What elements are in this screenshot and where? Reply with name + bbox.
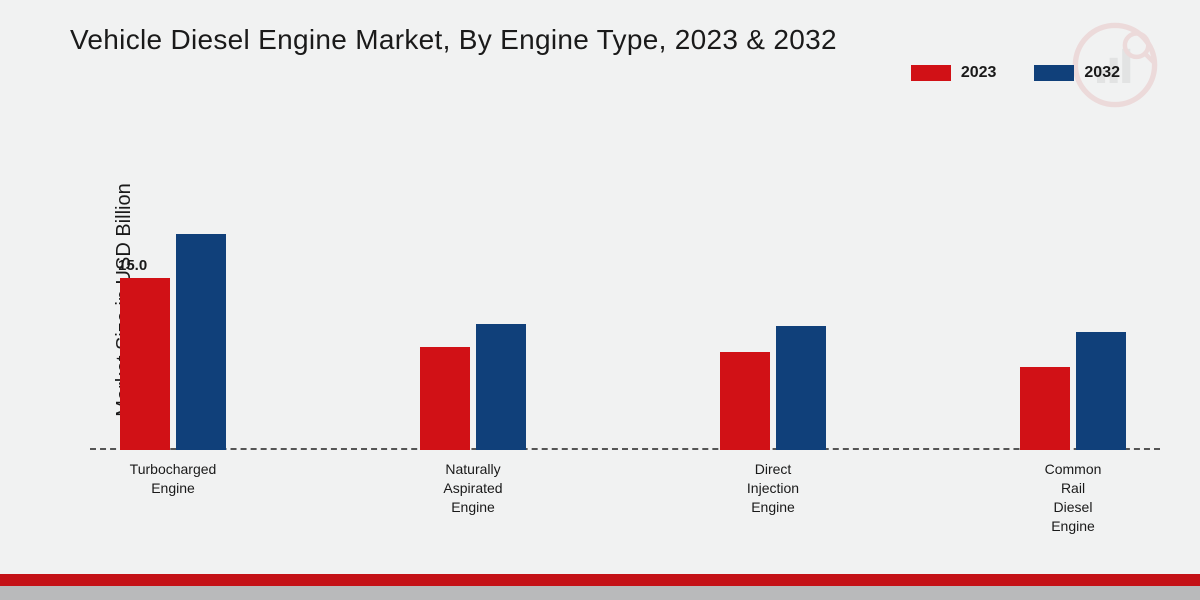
legend-label-2032: 2032 xyxy=(1084,64,1120,82)
footer-stripe-red xyxy=(0,574,1200,586)
legend: 2023 2032 xyxy=(911,64,1120,82)
x-axis-category-label: Naturally Aspirated Engine xyxy=(403,460,543,517)
legend-label-2023: 2023 xyxy=(961,64,997,82)
bar-group xyxy=(1020,332,1126,450)
plot-area: 15.0 xyxy=(90,120,1160,450)
x-axis-category-label: Common Rail Diesel Engine xyxy=(1003,460,1143,536)
bar-group xyxy=(720,326,826,450)
bar-2032 xyxy=(176,234,226,450)
x-axis-labels: Turbocharged Engine Naturally Aspirated E… xyxy=(90,460,1160,570)
bar-2032 xyxy=(476,324,526,451)
bar-value-label: 15.0 xyxy=(118,257,147,274)
bar-2023 xyxy=(120,278,170,451)
chart-title: Vehicle Diesel Engine Market, By Engine … xyxy=(70,24,837,56)
bar-2023 xyxy=(1020,367,1070,450)
legend-swatch-2032 xyxy=(1034,65,1074,81)
bar-2032 xyxy=(776,326,826,450)
x-axis-category-label: Direct Injection Engine xyxy=(703,460,843,517)
legend-swatch-2023 xyxy=(911,65,951,81)
bar-group xyxy=(420,324,526,451)
footer-stripe-grey xyxy=(0,586,1200,600)
bar-2032 xyxy=(1076,332,1126,450)
x-axis-category-label: Turbocharged Engine xyxy=(103,460,243,498)
legend-item-2023: 2023 xyxy=(911,64,997,82)
bar-2023 xyxy=(420,347,470,451)
bar-2023 xyxy=(720,352,770,450)
legend-item-2032: 2032 xyxy=(1034,64,1120,82)
baseline xyxy=(90,448,1160,450)
